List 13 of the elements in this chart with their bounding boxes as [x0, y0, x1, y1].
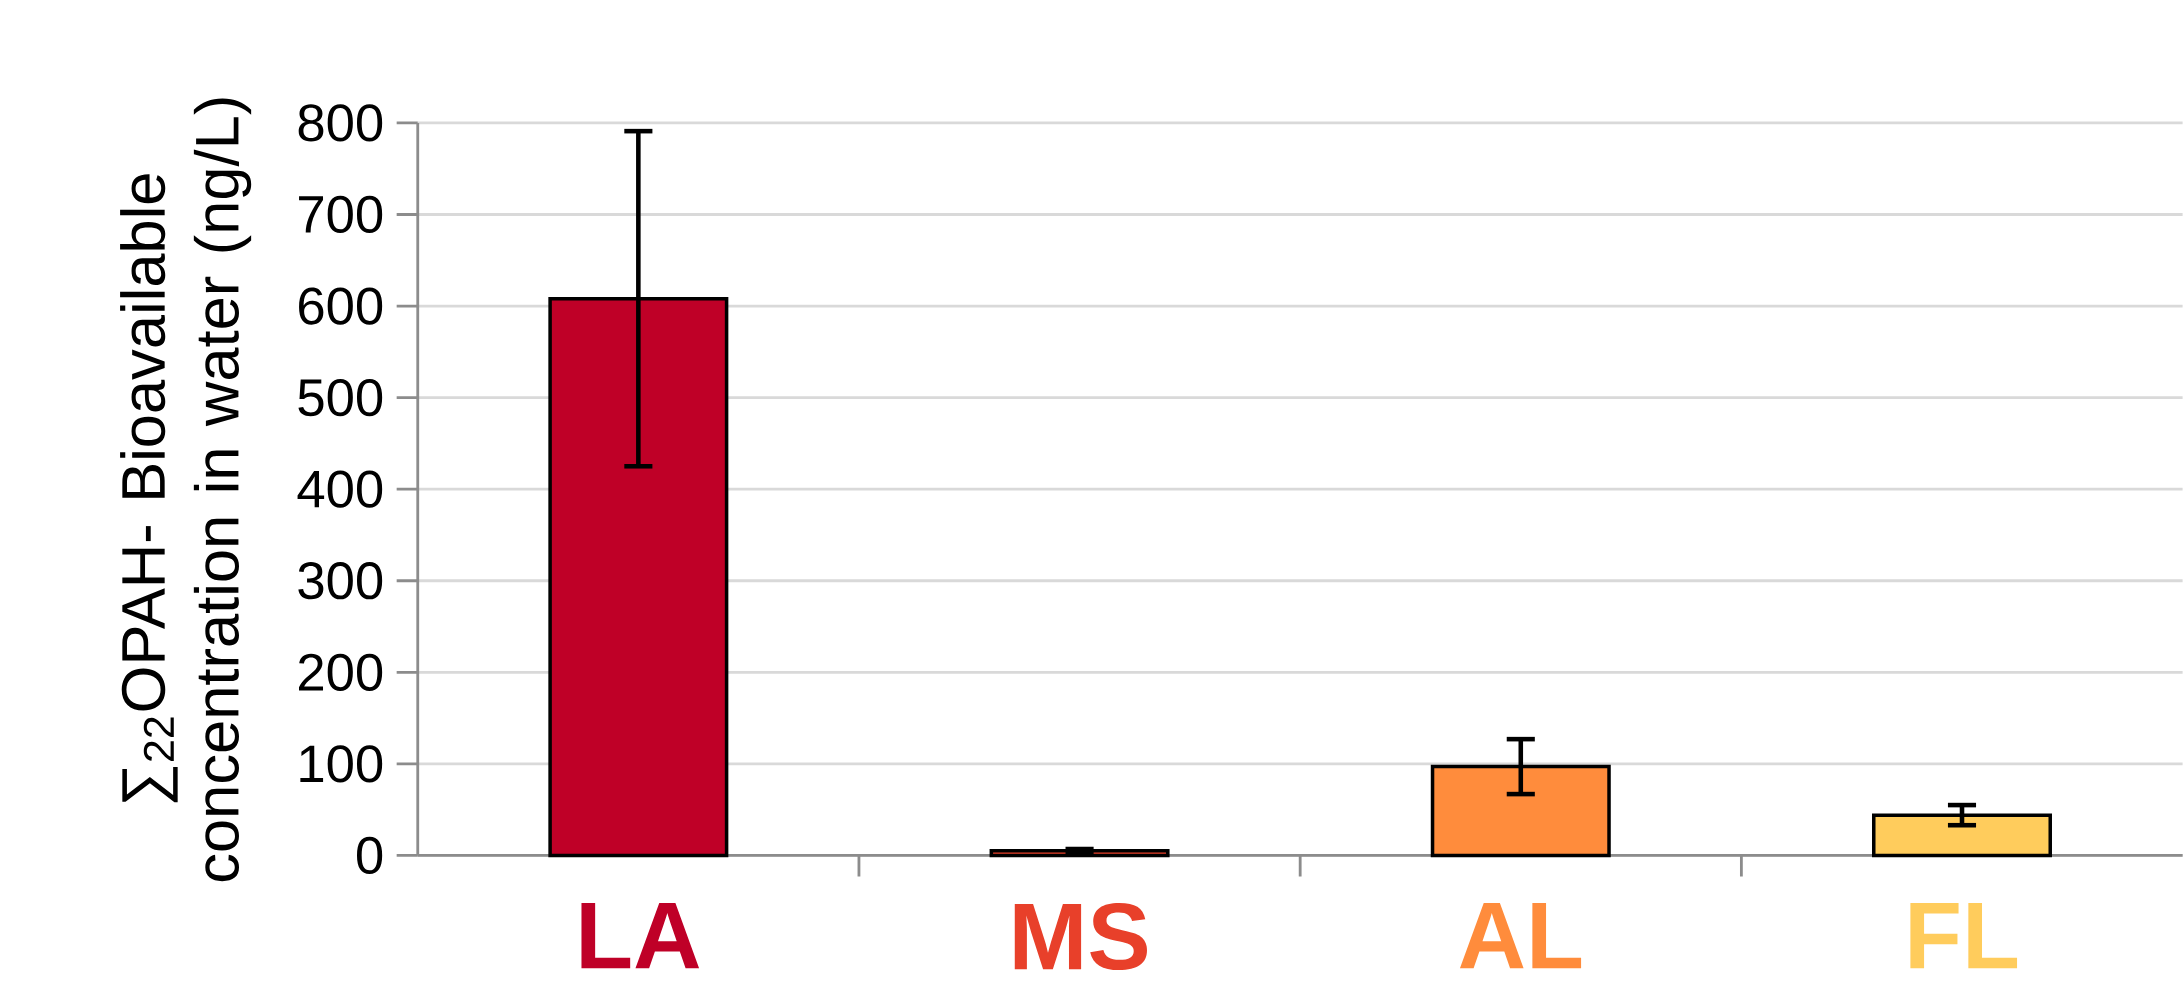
y-tick-label: 400 — [297, 470, 383, 508]
y-tick-label: 500 — [298, 379, 383, 417]
y-tick-label: 0 — [356, 836, 383, 875]
y-tick-label: 300 — [298, 562, 383, 600]
x-tick-label: AL — [1459, 903, 1582, 969]
x-tick-label: MS — [1014, 903, 1147, 971]
y-tick-label: 100 — [300, 745, 383, 783]
y-tick-label: 700 — [299, 195, 383, 234]
y-tick-label: 600 — [299, 287, 383, 325]
x-tick-label: FL — [1910, 903, 2018, 969]
y-tick-label: 200 — [299, 653, 383, 692]
x-tick-label: LA — [581, 903, 700, 969]
y-tick-label: 800 — [298, 104, 383, 142]
